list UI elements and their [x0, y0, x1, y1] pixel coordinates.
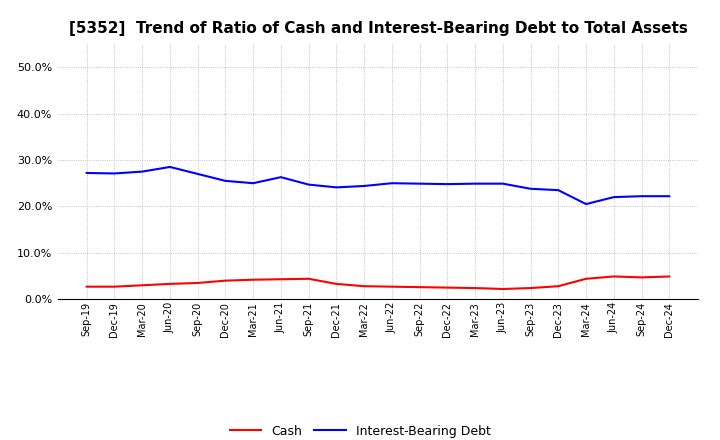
Line: Interest-Bearing Debt: Interest-Bearing Debt [86, 167, 670, 204]
Cash [665, 274, 674, 279]
Interest-Bearing Debt [415, 181, 424, 186]
Interest-Bearing Debt [582, 202, 590, 207]
Interest-Bearing Debt [276, 175, 285, 180]
Interest-Bearing Debt [305, 182, 313, 187]
Cash [138, 282, 147, 288]
Interest-Bearing Debt [609, 194, 618, 200]
Interest-Bearing Debt [249, 180, 258, 186]
Interest-Bearing Debt [498, 181, 507, 186]
Cash [166, 281, 174, 286]
Interest-Bearing Debt [665, 194, 674, 199]
Interest-Bearing Debt [138, 169, 147, 174]
Line: Cash: Cash [86, 276, 670, 289]
Cash [360, 283, 369, 289]
Interest-Bearing Debt [471, 181, 480, 186]
Interest-Bearing Debt [194, 171, 202, 176]
Cash [443, 285, 451, 290]
Interest-Bearing Debt [554, 187, 562, 193]
Cash [387, 284, 396, 290]
Interest-Bearing Debt [332, 185, 341, 190]
Cash [110, 284, 119, 290]
Cash [276, 277, 285, 282]
Cash [194, 280, 202, 286]
Cash [609, 274, 618, 279]
Cash [82, 284, 91, 290]
Interest-Bearing Debt [387, 180, 396, 186]
Interest-Bearing Debt [82, 170, 91, 176]
Legend: Cash, Interest-Bearing Debt: Cash, Interest-Bearing Debt [225, 420, 495, 440]
Interest-Bearing Debt [637, 194, 646, 199]
Title: [5352]  Trend of Ratio of Cash and Interest-Bearing Debt to Total Assets: [5352] Trend of Ratio of Cash and Intere… [68, 21, 688, 36]
Cash [415, 285, 424, 290]
Cash [305, 276, 313, 282]
Cash [498, 286, 507, 292]
Cash [637, 275, 646, 280]
Interest-Bearing Debt [526, 186, 535, 191]
Interest-Bearing Debt [110, 171, 119, 176]
Interest-Bearing Debt [221, 178, 230, 183]
Cash [221, 278, 230, 283]
Interest-Bearing Debt [443, 181, 451, 187]
Cash [582, 276, 590, 282]
Cash [471, 286, 480, 291]
Cash [554, 283, 562, 289]
Cash [332, 281, 341, 286]
Cash [526, 286, 535, 291]
Interest-Bearing Debt [360, 183, 369, 189]
Interest-Bearing Debt [166, 164, 174, 169]
Cash [249, 277, 258, 282]
